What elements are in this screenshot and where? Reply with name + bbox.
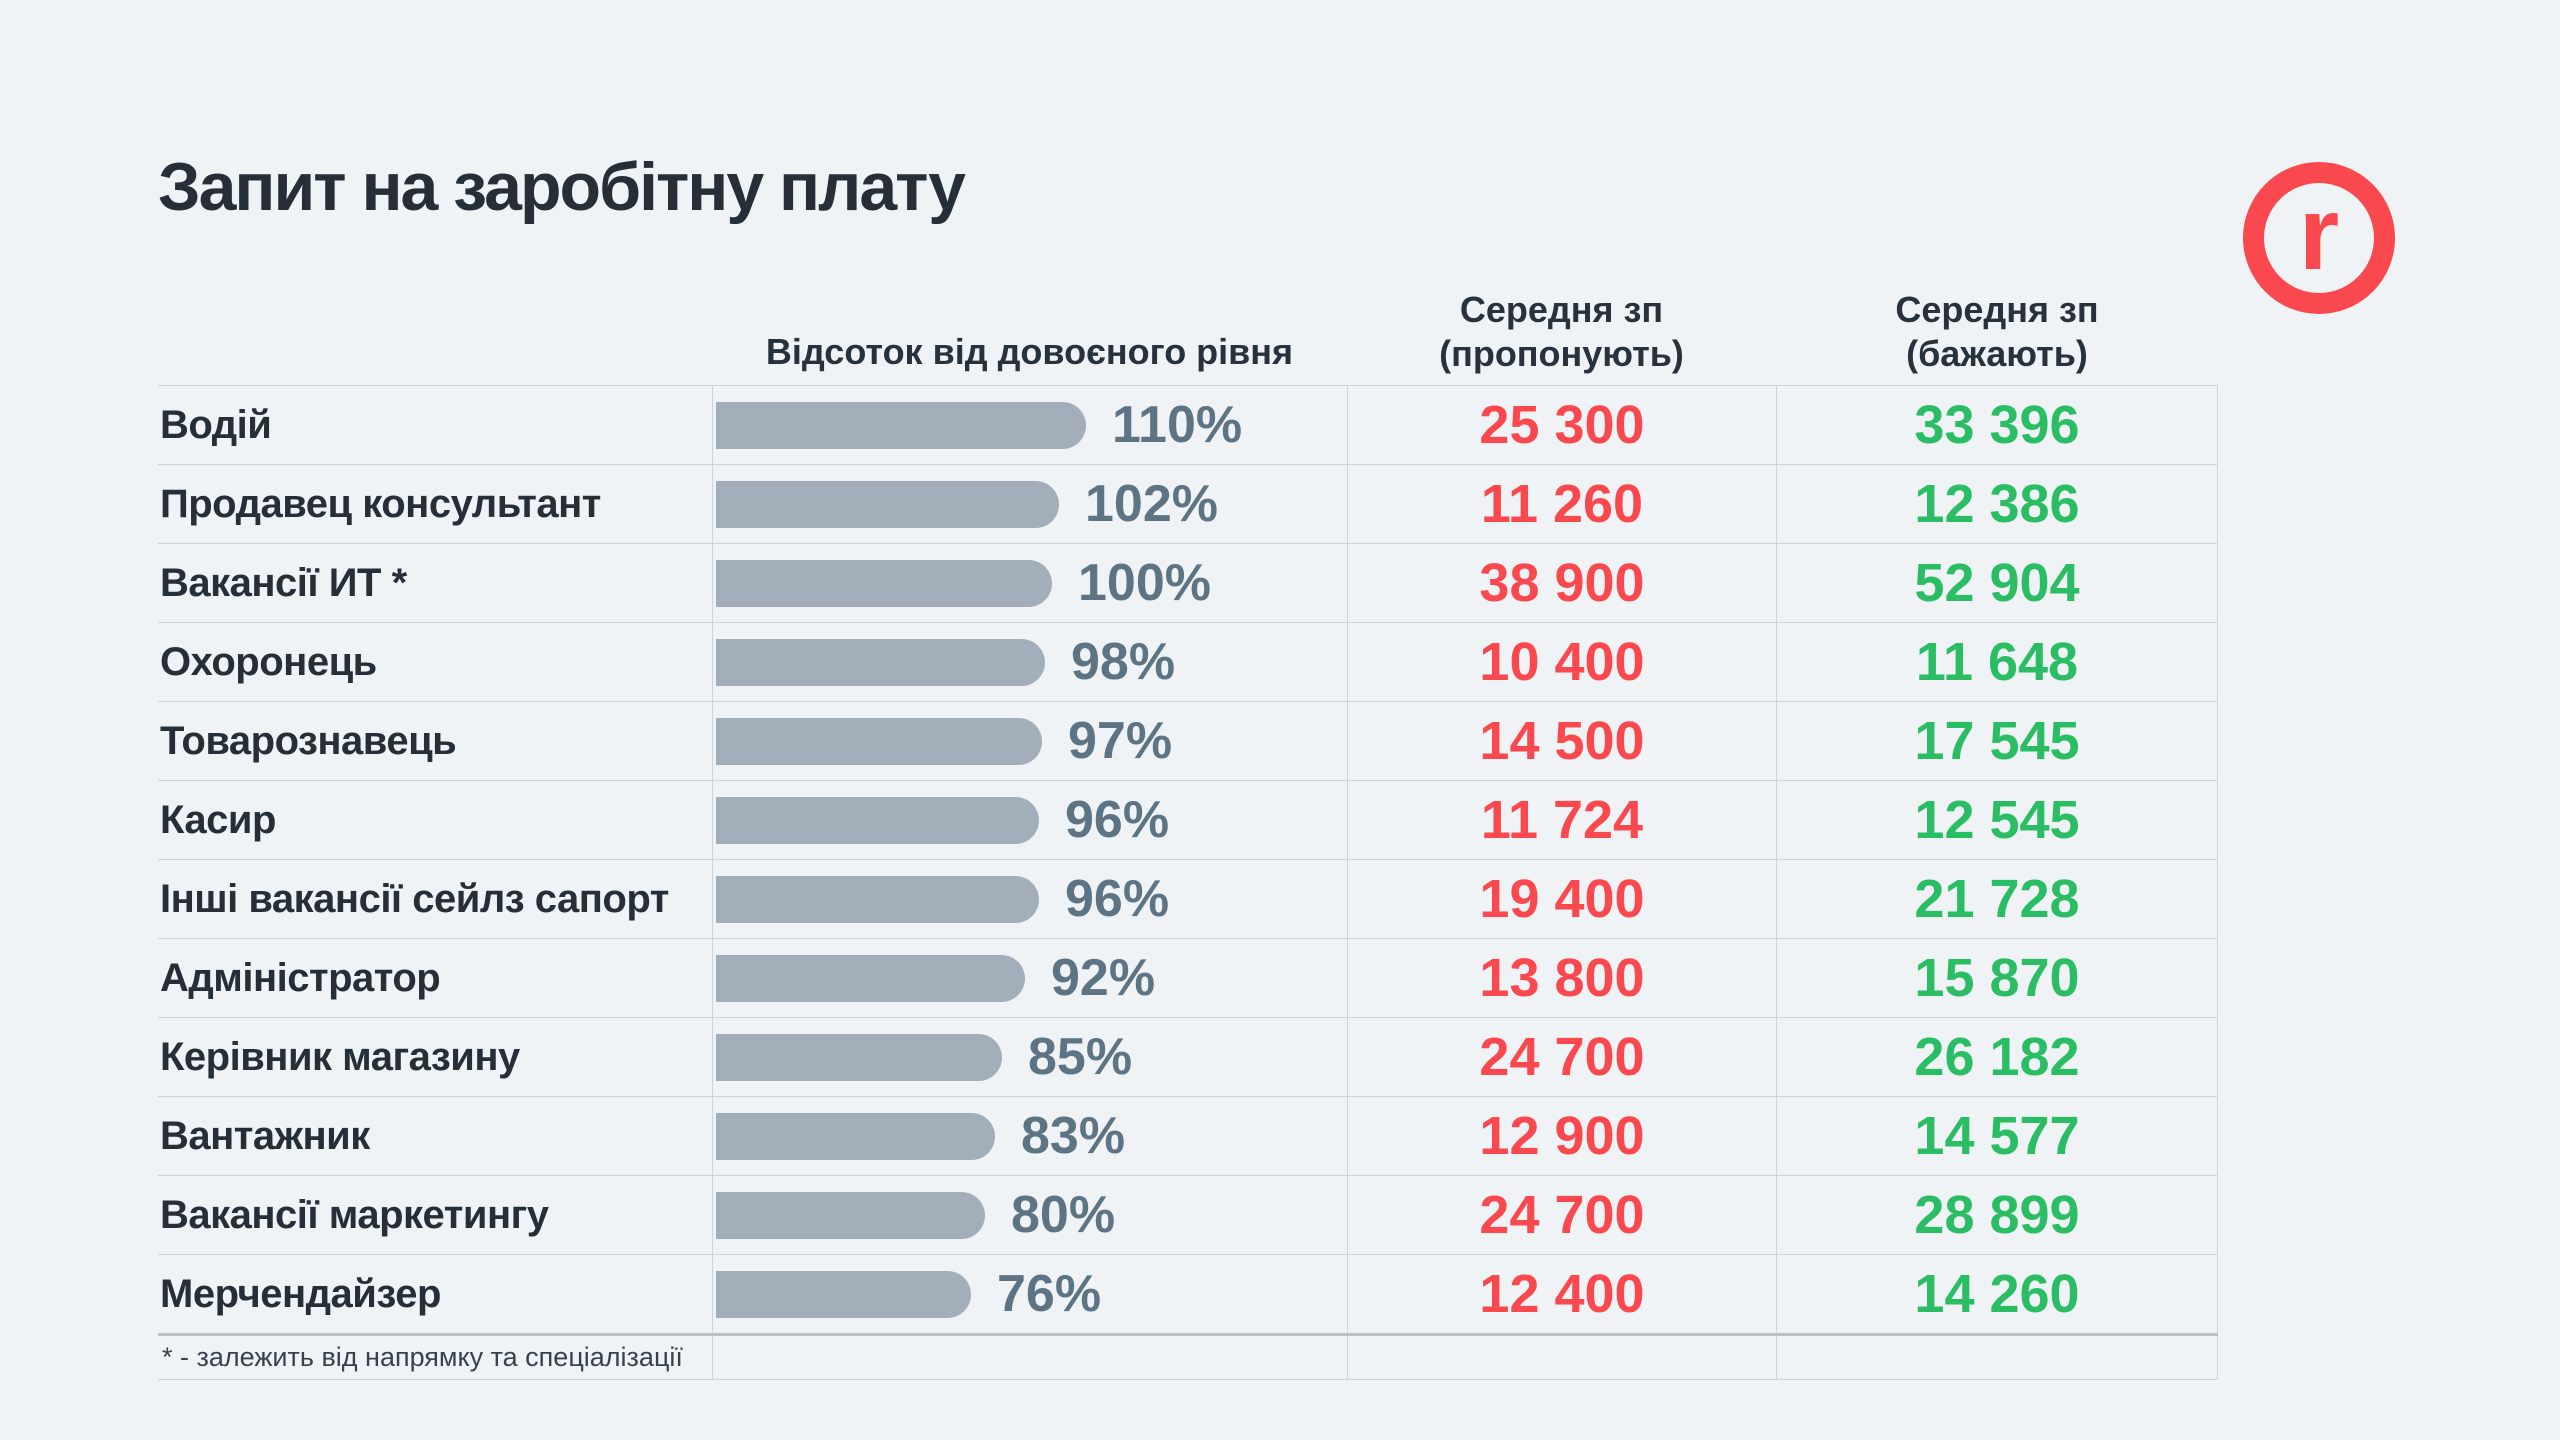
salary-offered-value: 11 260	[1480, 474, 1644, 534]
percent-bar	[716, 1033, 1002, 1081]
salary-desired-value: 12 386	[1914, 474, 2080, 534]
logo-letter: r	[2298, 176, 2340, 292]
percent-value: 96%	[1065, 791, 1170, 849]
salary-offered-value: 24 700	[1479, 1185, 1645, 1245]
job-title-label: Інші вакансії сейлз сапорт	[160, 876, 669, 921]
salary-desired-value: 33 396	[1914, 395, 2080, 455]
table-rows: Водій 110% 25 300 33 396 Продавец консул…	[158, 386, 2218, 1336]
percent-bar	[716, 1112, 995, 1160]
salary-desired-value: 21 728	[1914, 869, 2080, 929]
job-title-label: Вантажник	[160, 1113, 370, 1158]
percent-bar	[716, 875, 1039, 923]
table-row: Вакансії ИТ * 100% 38 900 52 904	[158, 544, 2218, 623]
percent-value: 100%	[1078, 554, 1211, 612]
percent-bar	[716, 1270, 971, 1318]
job-title-label: Вакансії ИТ *	[160, 560, 407, 605]
salary-offered-value: 11 724	[1480, 790, 1644, 850]
table-row: Товарознавець 97% 14 500 17 545	[158, 702, 2218, 781]
table-row: Вакансії маркетингу 80% 24 700 28 899	[158, 1176, 2218, 1255]
table-row: Охоронець 98% 10 400 11 648	[158, 623, 2218, 702]
column-header-percent: Відсоток від довоєного рівня	[765, 331, 1294, 372]
percent-value: 83%	[1021, 1107, 1126, 1165]
job-title-label: Адміністратор	[160, 955, 441, 1000]
job-title-label: Касир	[160, 797, 276, 842]
percent-value: 80%	[1011, 1186, 1116, 1244]
percent-bar	[716, 717, 1042, 765]
salary-desired-value: 14 577	[1914, 1106, 2080, 1166]
footnote-text: * - залежить від напрямку та спеціалізац…	[162, 1342, 683, 1372]
page-title: Запит на заробітну плату	[158, 149, 966, 225]
percent-value: 102%	[1085, 475, 1218, 533]
robota-logo-icon: r	[2243, 162, 2395, 314]
percent-value: 92%	[1051, 949, 1156, 1007]
percent-bar	[716, 480, 1059, 528]
footnote-spacer-cell	[1776, 1336, 2218, 1379]
column-header-salary-desired: Середня зп (бажають)	[1895, 289, 2099, 374]
salary-desired-value: 11 648	[1915, 632, 2079, 692]
salary-desired-value: 28 899	[1914, 1185, 2080, 1245]
salary-desired-value: 17 545	[1914, 711, 2080, 771]
salary-offered-value: 25 300	[1479, 395, 1645, 455]
percent-bar	[716, 1191, 985, 1239]
footnote-spacer-cell	[1347, 1336, 1776, 1379]
job-title-label: Товарознавець	[160, 718, 457, 763]
salary-offered-value: 19 400	[1479, 869, 1645, 929]
table-row: Вантажник 83% 12 900 14 577	[158, 1097, 2218, 1176]
salary-offered-value: 13 800	[1479, 948, 1645, 1008]
table-row: Касир 96% 11 724 12 545	[158, 781, 2218, 860]
job-title-label: Охоронець	[160, 639, 377, 684]
column-header-salary-offered: Середня зп (пропонують)	[1439, 289, 1684, 374]
salary-desired-value: 26 182	[1914, 1027, 2080, 1087]
percent-value: 96%	[1065, 870, 1170, 928]
footnote-row: * - залежить від напрямку та спеціалізац…	[158, 1336, 2218, 1380]
salary-offered-value: 38 900	[1479, 553, 1645, 613]
salary-desired-value: 12 545	[1914, 790, 2080, 850]
salary-offered-value: 10 400	[1479, 632, 1645, 692]
table-row: Продавец консультант 102% 11 260 12 386	[158, 465, 2218, 544]
salary-offered-value: 12 900	[1479, 1106, 1645, 1166]
percent-bar	[716, 638, 1045, 686]
salary-offered-value: 12 400	[1479, 1264, 1645, 1324]
salary-desired-value: 14 260	[1914, 1264, 2080, 1324]
percent-value: 85%	[1028, 1028, 1133, 1086]
salary-offered-value: 24 700	[1479, 1027, 1645, 1087]
footnote-spacer-cell	[712, 1336, 1347, 1379]
percent-bar	[716, 559, 1052, 607]
salary-offered-value: 14 500	[1479, 711, 1645, 771]
job-title-label: Водій	[160, 402, 272, 447]
salary-desired-value: 52 904	[1914, 553, 2080, 613]
percent-bar	[716, 954, 1025, 1002]
percent-bar	[716, 796, 1039, 844]
table-row: Водій 110% 25 300 33 396	[158, 386, 2218, 465]
percent-value: 110%	[1112, 396, 1243, 454]
table-row: Інші вакансії сейлз сапорт 96% 19 400 21…	[158, 860, 2218, 939]
salary-table: Водій 110% 25 300 33 396 Продавец консул…	[158, 385, 2218, 1380]
percent-value: 76%	[997, 1265, 1102, 1323]
job-title-label: Мерчендайзер	[160, 1271, 441, 1316]
salary-desired-value: 15 870	[1914, 948, 2080, 1008]
table-row: Керівник магазину 85% 24 700 26 182	[158, 1018, 2218, 1097]
percent-value: 97%	[1068, 712, 1173, 770]
percent-value: 98%	[1071, 633, 1176, 691]
job-title-label: Керівник магазину	[160, 1034, 520, 1079]
table-row: Адміністратор 92% 13 800 15 870	[158, 939, 2218, 1018]
percent-bar	[716, 401, 1086, 449]
job-title-label: Вакансії маркетингу	[160, 1192, 549, 1237]
table-row: Мерчендайзер 76% 12 400 14 260	[158, 1255, 2218, 1336]
job-title-label: Продавец консультант	[160, 481, 601, 526]
